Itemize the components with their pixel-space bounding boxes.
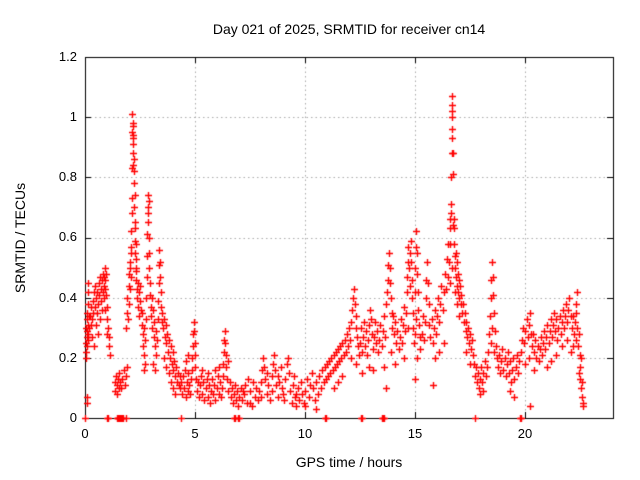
y-tick-label: 0.4 [58,290,77,305]
x-tick-label: 20 [517,426,533,441]
x-tick-label: 5 [191,426,199,441]
y-tick-label: 1 [69,109,77,124]
y-tick-label: 0 [69,410,77,425]
chart-title: Day 021 of 2025, SRMTID for receiver cn1… [212,21,486,37]
x-axis-label: GPS time / hours [295,454,403,470]
x-tick-label: 15 [407,426,423,441]
y-tick-label: 0.6 [58,229,77,244]
y-tick-label: 0.8 [58,169,77,184]
x-tick-label: 0 [81,426,89,441]
y-axis-label: SRMTID / TECUs [12,182,28,294]
y-tick-label: 1.2 [58,49,77,64]
y-tick-label: 0.2 [58,350,77,365]
x-tick-label: 10 [297,426,313,441]
